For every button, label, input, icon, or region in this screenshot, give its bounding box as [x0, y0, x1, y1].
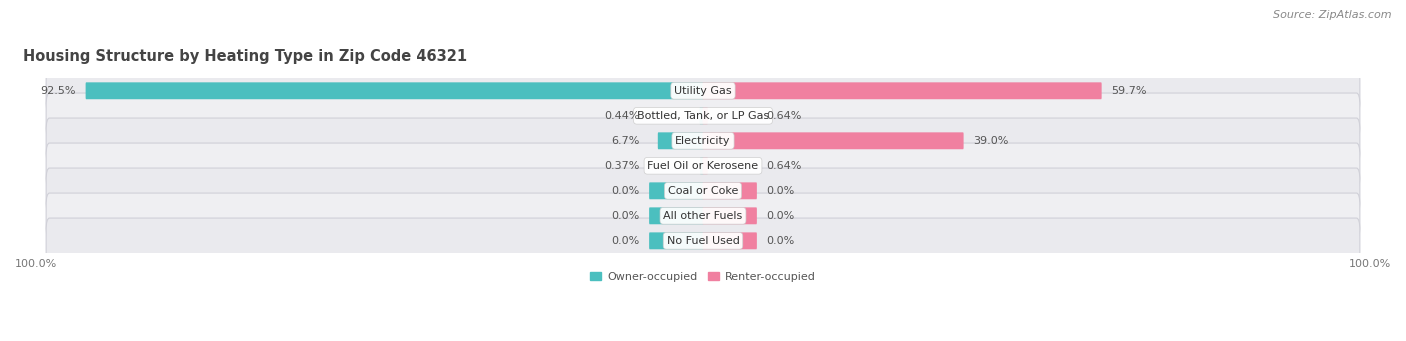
Text: 0.0%: 0.0% — [766, 236, 794, 246]
FancyBboxPatch shape — [703, 207, 756, 224]
FancyBboxPatch shape — [703, 182, 756, 199]
FancyBboxPatch shape — [703, 107, 707, 124]
Text: 0.64%: 0.64% — [766, 111, 801, 121]
FancyBboxPatch shape — [46, 193, 1360, 239]
Text: 92.5%: 92.5% — [41, 86, 76, 96]
FancyBboxPatch shape — [703, 232, 756, 249]
FancyBboxPatch shape — [703, 157, 707, 174]
Text: 0.0%: 0.0% — [766, 186, 794, 196]
Text: 0.44%: 0.44% — [605, 111, 640, 121]
FancyBboxPatch shape — [703, 82, 1102, 99]
Text: 0.0%: 0.0% — [766, 211, 794, 221]
FancyBboxPatch shape — [703, 132, 963, 149]
FancyBboxPatch shape — [86, 82, 703, 99]
Text: 39.0%: 39.0% — [973, 136, 1008, 146]
Text: 0.37%: 0.37% — [605, 161, 640, 171]
Text: No Fuel Used: No Fuel Used — [666, 236, 740, 246]
FancyBboxPatch shape — [46, 118, 1360, 164]
FancyBboxPatch shape — [46, 168, 1360, 213]
FancyBboxPatch shape — [700, 107, 703, 124]
Text: Bottled, Tank, or LP Gas: Bottled, Tank, or LP Gas — [637, 111, 769, 121]
Text: Electricity: Electricity — [675, 136, 731, 146]
FancyBboxPatch shape — [46, 143, 1360, 189]
Text: 0.64%: 0.64% — [766, 161, 801, 171]
FancyBboxPatch shape — [46, 68, 1360, 114]
Text: 0.0%: 0.0% — [612, 211, 640, 221]
Text: All other Fuels: All other Fuels — [664, 211, 742, 221]
Legend: Owner-occupied, Renter-occupied: Owner-occupied, Renter-occupied — [586, 267, 820, 286]
FancyBboxPatch shape — [46, 93, 1360, 138]
FancyBboxPatch shape — [650, 232, 703, 249]
Text: Utility Gas: Utility Gas — [675, 86, 731, 96]
FancyBboxPatch shape — [700, 157, 703, 174]
FancyBboxPatch shape — [650, 207, 703, 224]
Text: 0.0%: 0.0% — [612, 186, 640, 196]
FancyBboxPatch shape — [658, 132, 703, 149]
Text: Coal or Coke: Coal or Coke — [668, 186, 738, 196]
Text: Fuel Oil or Kerosene: Fuel Oil or Kerosene — [647, 161, 759, 171]
FancyBboxPatch shape — [650, 182, 703, 199]
Text: Housing Structure by Heating Type in Zip Code 46321: Housing Structure by Heating Type in Zip… — [22, 49, 467, 64]
Text: 0.0%: 0.0% — [612, 236, 640, 246]
Text: 6.7%: 6.7% — [612, 136, 640, 146]
Text: Source: ZipAtlas.com: Source: ZipAtlas.com — [1274, 10, 1392, 20]
Text: 59.7%: 59.7% — [1111, 86, 1147, 96]
FancyBboxPatch shape — [46, 218, 1360, 264]
